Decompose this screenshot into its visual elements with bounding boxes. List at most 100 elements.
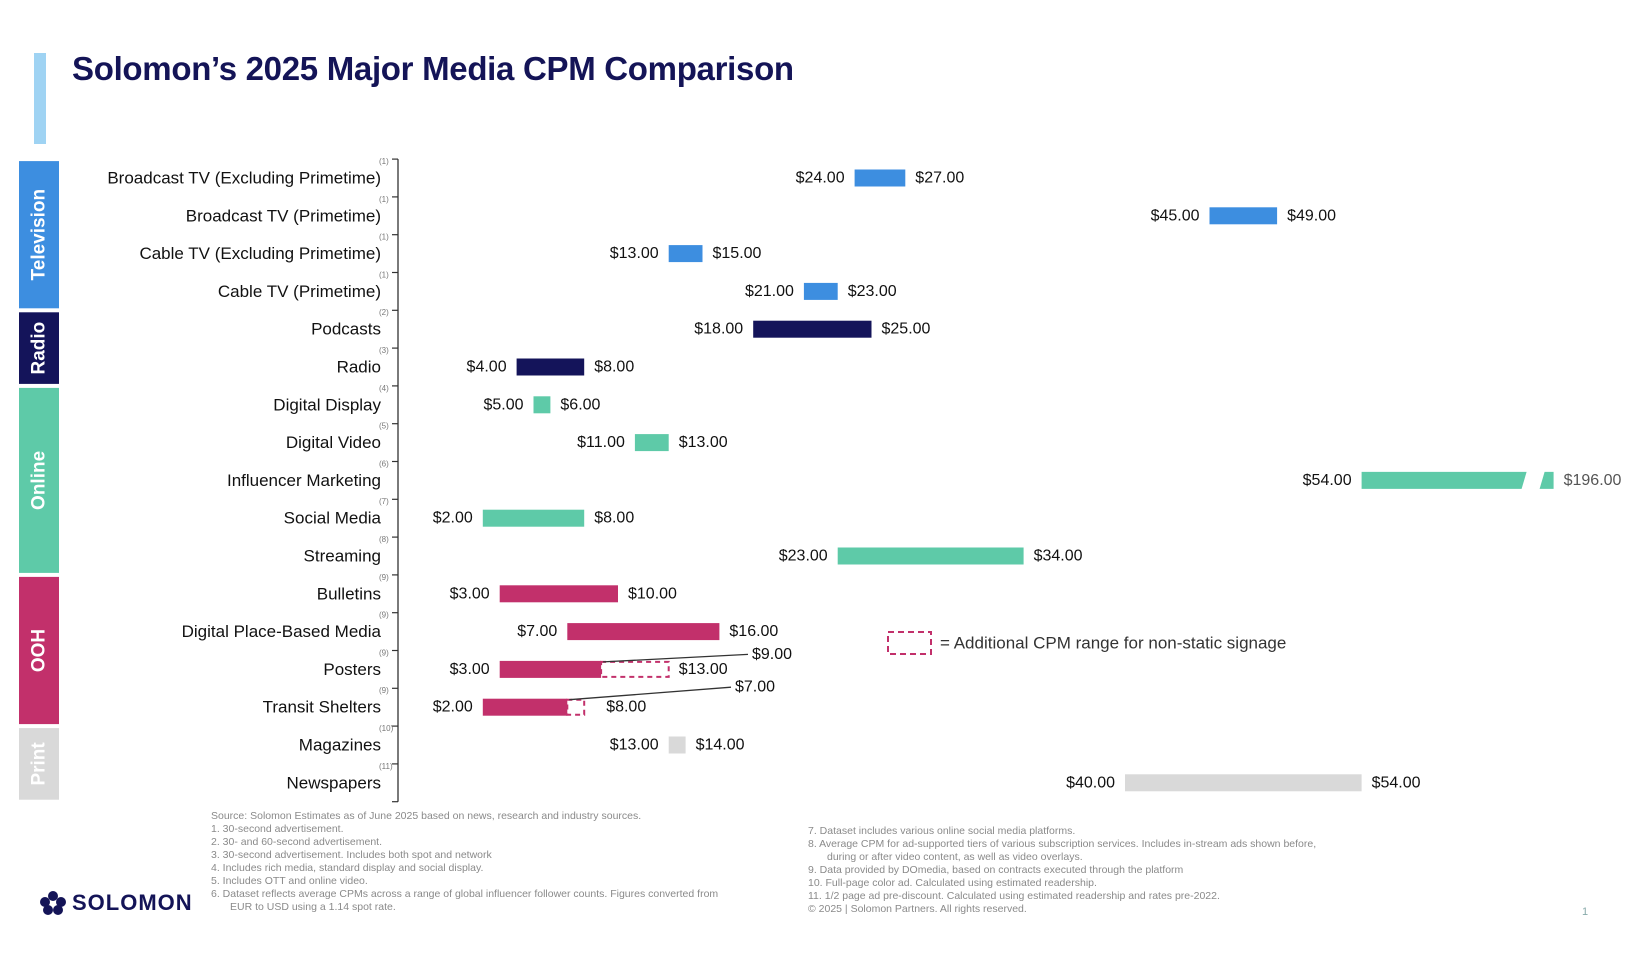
- low-value-label: $3.00: [450, 585, 490, 602]
- category-label: Social Media: [284, 509, 382, 528]
- footnote-ref: (3): [379, 346, 389, 355]
- non-static-range-bar: [566, 698, 586, 716]
- non-static-range-bar: [600, 660, 670, 678]
- footnote-ref: (2): [379, 308, 389, 317]
- low-value-label: $54.00: [1303, 472, 1352, 489]
- range-bar: [837, 547, 1024, 565]
- low-value-label: $2.00: [433, 699, 473, 716]
- footnote: 2. 30- and 60-second advertisement.: [211, 836, 383, 848]
- high-value-label: $27.00: [915, 170, 964, 187]
- footnote: 8. Average CPM for ad-supported tiers of…: [808, 838, 1317, 850]
- footnote: 7. Dataset includes various online socia…: [808, 825, 1076, 837]
- category-label: Magazines: [299, 736, 381, 755]
- footnote: EUR to USD using a 1.14 spot rate.: [230, 901, 396, 913]
- category-label: Influencer Marketing: [227, 471, 381, 490]
- range-bar: [1361, 471, 1527, 489]
- range-bar: [634, 434, 669, 452]
- footnote: 5. Includes OTT and online video.: [211, 875, 368, 887]
- legend-label: = Additional CPM range for non-static si…: [940, 634, 1286, 653]
- footnote-ref: (1): [379, 157, 389, 166]
- group-label: Print: [29, 742, 50, 786]
- footnote: during or after video content, as well a…: [827, 851, 1083, 863]
- group-label: OOH: [29, 629, 50, 672]
- category-label: Newspapers: [287, 773, 382, 792]
- footnote: 6. Dataset reflects average CPMs across …: [211, 888, 719, 900]
- footnote-ref: (9): [379, 611, 389, 620]
- title-accent-bar: [34, 53, 46, 144]
- footnote: 11. 1/2 page ad pre-discount. Calculated…: [808, 890, 1220, 902]
- solomon-logo: SOLOMON: [40, 890, 193, 916]
- category-label: Bulletins: [317, 584, 381, 603]
- category-label: Transit Shelters: [263, 698, 381, 717]
- footnote: 9. Data provided by DOmedia, based on co…: [808, 864, 1184, 876]
- low-value-label: $21.00: [745, 283, 794, 300]
- footnote: 10. Full-page color ad. Calculated using…: [808, 877, 1097, 889]
- low-value-label: $2.00: [433, 510, 473, 527]
- footnote: 1. 30-second advertisement.: [211, 823, 344, 835]
- low-value-label: $13.00: [610, 245, 659, 262]
- footnote-ref: (4): [379, 384, 389, 393]
- page-number: 1: [1582, 906, 1589, 918]
- range-bar: [1125, 774, 1362, 792]
- high-value-label: $8.00: [606, 699, 646, 716]
- page-title: Solomon’s 2025 Major Media CPM Compariso…: [72, 50, 794, 87]
- high-value-label: $25.00: [882, 321, 931, 338]
- range-bar: [567, 623, 720, 641]
- legend-dashed-swatch: [887, 631, 932, 655]
- high-value-label: $10.00: [628, 585, 677, 602]
- high-value-label: $14.00: [696, 737, 745, 754]
- footnote-ref: (5): [379, 422, 389, 431]
- group-label: Television: [29, 189, 50, 281]
- group-band-online: [19, 387, 59, 573]
- range-bar: [803, 282, 838, 300]
- group-band-radio: [19, 312, 59, 384]
- low-value-label: $11.00: [577, 434, 625, 451]
- low-value-label: $18.00: [694, 321, 743, 338]
- category-label: Digital Video: [286, 433, 381, 452]
- low-value-label: $40.00: [1066, 774, 1115, 791]
- footnote: 3. 30-second advertisement. Includes bot…: [211, 849, 492, 861]
- range-bar: [753, 320, 872, 338]
- logo-text: SOLOMON: [72, 890, 193, 915]
- group-band-television: [19, 161, 59, 309]
- range-bar: [533, 396, 551, 414]
- footnote-ref: (1): [379, 195, 389, 204]
- category-label: Posters: [323, 660, 381, 679]
- footnote-ref: (8): [379, 535, 389, 544]
- range-bar-broken-end: [1539, 471, 1554, 489]
- group-band-print: [19, 728, 59, 800]
- category-label: Cable TV (Primetime): [218, 282, 381, 301]
- leader-line: [569, 686, 732, 701]
- category-label: Radio: [337, 358, 381, 377]
- footnote-ref: (11): [379, 762, 393, 771]
- group-label: Online: [29, 451, 50, 510]
- category-label: Digital Place-Based Media: [182, 622, 382, 641]
- high-value-label: $13.00: [679, 661, 728, 678]
- range-bar: [854, 169, 906, 187]
- high-value-label: $23.00: [848, 283, 897, 300]
- low-value-label: $5.00: [483, 396, 523, 413]
- range-bar: [499, 660, 602, 678]
- category-label: Streaming: [304, 547, 381, 566]
- mid-value-label: $9.00: [752, 646, 792, 663]
- range-bar: [499, 585, 618, 603]
- low-value-label: $23.00: [779, 548, 828, 565]
- category-label: Broadcast TV (Primetime): [186, 206, 381, 225]
- footnote-ref: (1): [379, 233, 389, 242]
- high-value-label: $8.00: [594, 510, 634, 527]
- category-label: Cable TV (Excluding Primetime): [139, 244, 381, 263]
- category-label: Digital Display: [273, 395, 381, 414]
- high-value-label: $15.00: [713, 245, 762, 262]
- range-bar: [668, 245, 703, 263]
- category-label: Broadcast TV (Excluding Primetime): [107, 169, 381, 188]
- high-value-label: $8.00: [594, 359, 634, 376]
- low-value-label: $4.00: [467, 359, 507, 376]
- range-bar: [482, 509, 585, 527]
- footnotes-right: 7. Dataset includes various online socia…: [808, 825, 1316, 916]
- group-label: Radio: [29, 322, 50, 375]
- low-value-label: $13.00: [610, 737, 659, 754]
- high-value-label: $13.00: [679, 434, 728, 451]
- high-value-label: $6.00: [560, 396, 600, 413]
- group-band-ooh: [19, 576, 59, 725]
